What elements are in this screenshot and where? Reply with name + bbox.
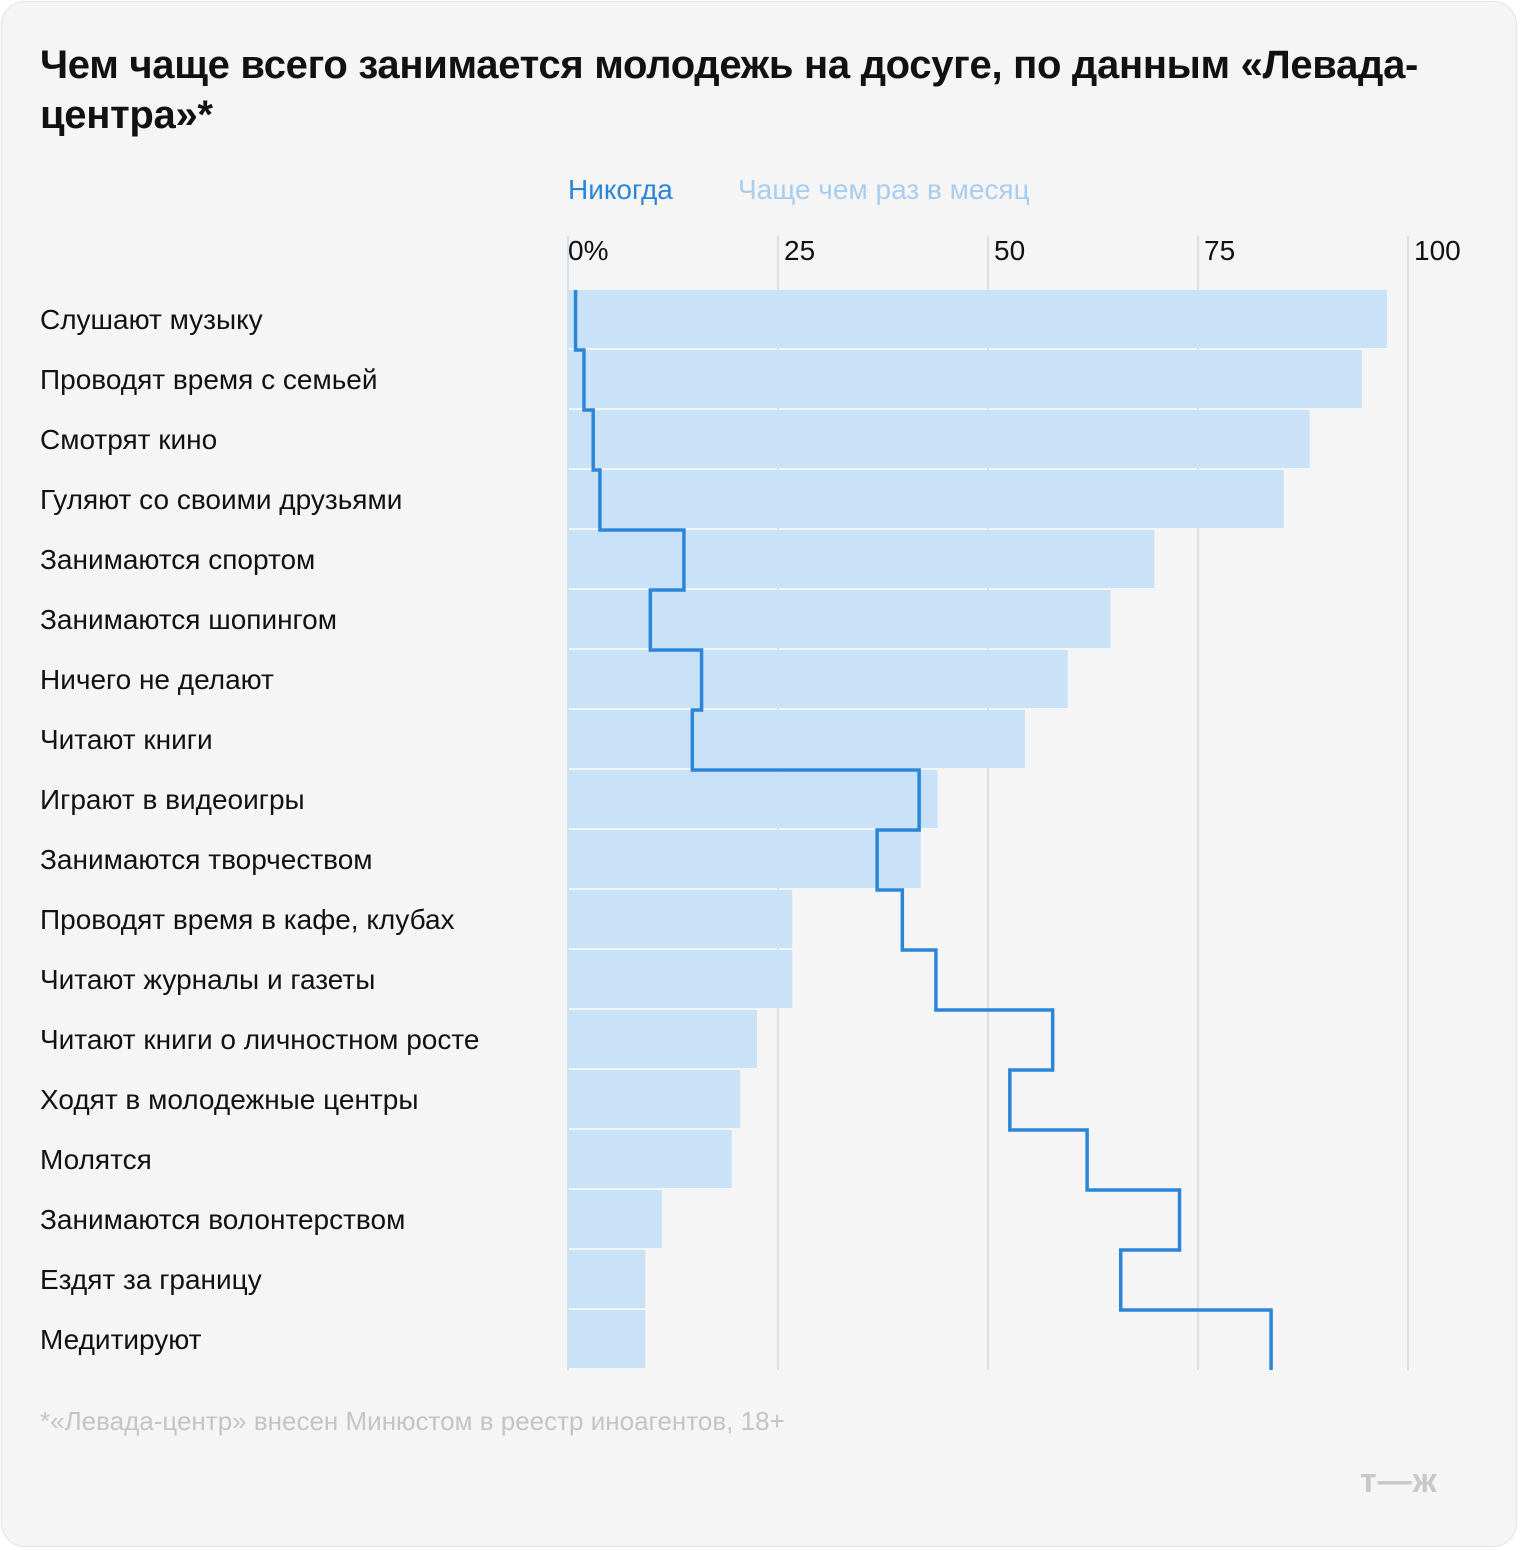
bar: [568, 1310, 646, 1368]
bar: [568, 890, 793, 948]
category-label: Медитируют: [40, 1324, 202, 1355]
category-label: Занимаются творчеством: [40, 844, 373, 875]
bar: [568, 290, 1387, 348]
brand-logo: т—ж: [1360, 1462, 1438, 1500]
bar: [568, 1070, 741, 1128]
x-tick-label: 25: [784, 235, 815, 266]
chart-title: Чем чаще всего занимается молодежь на до…: [40, 43, 1419, 137]
bar: [568, 710, 1025, 768]
category-label: Играют в видеоигры: [40, 784, 305, 815]
legend-never: Никогда: [568, 174, 673, 205]
bar: [568, 350, 1362, 408]
category-label: Ходят в молодежные центры: [40, 1084, 419, 1115]
legend-often: Чаще чем раз в месяц: [738, 174, 1030, 205]
never-step-line: [573, 290, 1273, 1370]
category-label: Читают книги: [40, 724, 213, 755]
x-tick-label: 75: [1204, 235, 1235, 266]
bar: [568, 1010, 757, 1068]
category-label: Слушают музыку: [40, 304, 263, 335]
bar: [568, 470, 1284, 528]
bar: [568, 1130, 732, 1188]
category-label: Ездят за границу: [40, 1264, 262, 1295]
bar: [568, 650, 1068, 708]
category-label: Ничего не делают: [40, 664, 274, 695]
x-tick-label: 0%: [568, 235, 608, 266]
bar: [568, 1190, 663, 1248]
bar: [568, 950, 793, 1008]
x-tick-label: 50: [994, 235, 1025, 266]
bar: [568, 530, 1155, 588]
category-label: Занимаются шопингом: [40, 604, 337, 635]
category-label: Читают журналы и газеты: [40, 964, 376, 995]
category-label: Проводят время в кафе, клубах: [40, 904, 455, 935]
footnote: *«Левада-центр» внесен Минюстом в реестр…: [40, 1406, 785, 1436]
bar: [568, 590, 1111, 648]
category-label: Занимаются волонтерством: [40, 1204, 406, 1235]
category-label: Занимаются спортом: [40, 544, 316, 575]
bar: [568, 830, 921, 888]
x-tick-label: 100: [1414, 235, 1461, 266]
bar: [568, 770, 938, 828]
category-label: Смотрят кино: [40, 424, 218, 455]
category-label: Читают книги о личностном росте: [40, 1024, 480, 1055]
category-label: Молятся: [40, 1144, 152, 1175]
category-label: Гуляют со своими друзьями: [40, 484, 403, 515]
category-label: Проводят время с семьей: [40, 364, 378, 395]
bar: [568, 410, 1310, 468]
bar: [568, 1250, 646, 1308]
